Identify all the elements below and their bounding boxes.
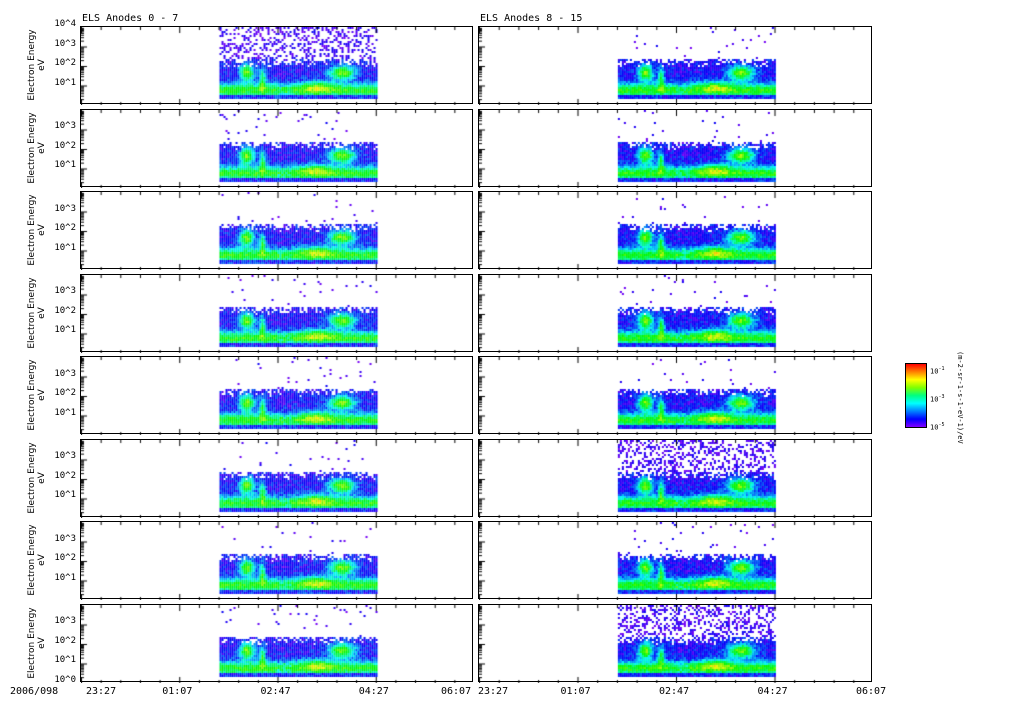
x-date-label: 2006/098 [10, 686, 59, 697]
y-tick-label: 10^1 [54, 490, 76, 500]
spectrogram-heatmap [479, 109, 873, 188]
spectrogram-heatmap [81, 274, 474, 353]
spectrogram-panel-left-3 [80, 191, 474, 270]
colorbar [905, 363, 927, 428]
y-axis-label: Electron Energy eV [27, 520, 47, 600]
y-axis-label: Electron Energy eV [27, 25, 47, 105]
spectrogram-panel-right-8 [478, 603, 873, 683]
y-tick-label: 10^1 [54, 572, 76, 583]
y-tick-label: 10^3 [54, 286, 76, 296]
colorbar-tick-label: 10-3 [930, 394, 945, 404]
y-tick-label: 10^3 [54, 451, 76, 461]
spectrogram-panel-right-4 [478, 273, 873, 353]
colorbar-tick-label: 10-1 [930, 366, 945, 376]
y-tick-label: 10^2 [54, 553, 76, 563]
x-tick-label: 01:07 [560, 686, 591, 697]
x-tick-label: 04:27 [757, 686, 788, 697]
spectrogram-panel-right-7 [478, 521, 873, 600]
y-axis-title: Electron Energy [27, 524, 37, 596]
y-axis-label: Electron Energy eV [27, 438, 47, 518]
y-tick-label: 10^1 [54, 407, 76, 418]
y-tick-label: 10^1 [54, 325, 76, 335]
spectrogram-heatmap [479, 192, 873, 270]
spectrogram-heatmap [479, 357, 873, 435]
y-axis-title: Electron Energy [27, 29, 37, 101]
spectrogram-panel-left-4 [80, 273, 474, 353]
spectrogram-panel-left-1 [80, 26, 474, 105]
y-axis-label: Electron Energy eV [27, 355, 47, 435]
y-tick-label: 10^2 [54, 635, 76, 646]
spectrogram-heatmap [81, 27, 474, 105]
spectrogram-heatmap [81, 357, 474, 435]
x-tick-label: 23:27 [478, 686, 509, 697]
spectrogram-panel-left-5 [80, 356, 474, 435]
y-tick-label: 10^2 [54, 140, 76, 151]
spectrogram-heatmap [479, 274, 873, 353]
y-axis-title: Electron Energy [27, 606, 37, 679]
spectrogram-heatmap [479, 522, 873, 600]
y-tick-label: 10^3 [54, 368, 76, 379]
y-axis-title: Electron Energy [27, 111, 37, 184]
spectrogram-heatmap [81, 604, 474, 683]
spectrogram-panel-right-5 [478, 356, 873, 435]
y-tick-label: 10^2 [54, 305, 76, 316]
spectrogram-panel-left-8 [80, 603, 474, 683]
right-column-title: ELS Anodes 8 - 15 [480, 13, 583, 24]
y-tick-label: 10^2 [54, 223, 76, 233]
y-axis-label: Electron Energy eV [27, 108, 47, 188]
spectrogram-panel-left-6 [80, 438, 474, 518]
spectrogram-panel-right-2 [478, 108, 873, 188]
y-tick-label: 10^1 [54, 655, 76, 665]
y-axis-title: Electron Energy [27, 359, 37, 431]
y-axis-label: Electron Energy eV [27, 603, 47, 683]
y-tick-label: 10^2 [54, 58, 76, 68]
x-tick-label: 02:47 [659, 686, 690, 697]
y-tick-label: 10^3 [54, 533, 76, 544]
spectrogram-heatmap [81, 192, 474, 270]
y-axis-label: Electron Energy eV [27, 190, 47, 270]
y-tick-label: 10^1 [54, 77, 76, 88]
y-tick-label: 10^1 [54, 242, 76, 253]
y-tick-label: 10^4 [54, 19, 76, 29]
x-tick-label: 06:07 [441, 686, 472, 697]
y-tick-label: 10^3 [54, 121, 76, 131]
x-tick-label: 23:27 [86, 686, 117, 697]
x-tick-label: 06:07 [856, 686, 887, 697]
y-tick-label: 10^0 [54, 674, 76, 685]
y-axis-title: Electron Energy [27, 194, 37, 266]
colorbar-tick-label: 10-5 [930, 422, 945, 432]
spectrogram-panel-right-3 [478, 191, 873, 270]
x-tick-label: 02:47 [260, 686, 291, 697]
y-tick-label: 10^1 [54, 160, 76, 170]
spectrogram-heatmap [479, 604, 873, 683]
y-tick-label: 10^3 [54, 203, 76, 214]
y-axis-title: Electron Energy [27, 441, 37, 514]
spectrogram-panel-left-2 [80, 108, 474, 188]
spectrogram-heatmap [81, 522, 474, 600]
y-tick-label: 10^2 [54, 388, 76, 398]
spectrogram-heatmap [479, 439, 873, 518]
y-axis-title: Electron Energy [27, 276, 37, 349]
y-tick-label: 10^3 [54, 38, 76, 49]
colorbar-label: (m-2-sr-1-s-1-eV-1)/eV [956, 351, 964, 444]
spectrogram-panel-left-7 [80, 521, 474, 600]
spectrogram-panel-right-1 [478, 26, 873, 105]
spectrogram-heatmap [81, 109, 474, 188]
y-axis-label: Electron Energy eV [27, 273, 47, 353]
spectrogram-panel-right-6 [478, 438, 873, 518]
left-column-title: ELS Anodes 0 - 7 [82, 13, 179, 24]
y-tick-label: 10^2 [54, 470, 76, 481]
x-tick-label: 04:27 [358, 686, 389, 697]
x-tick-label: 01:07 [162, 686, 193, 697]
y-tick-label: 10^3 [54, 616, 76, 626]
spectrogram-heatmap [81, 439, 474, 518]
spectrogram-heatmap [479, 27, 873, 105]
